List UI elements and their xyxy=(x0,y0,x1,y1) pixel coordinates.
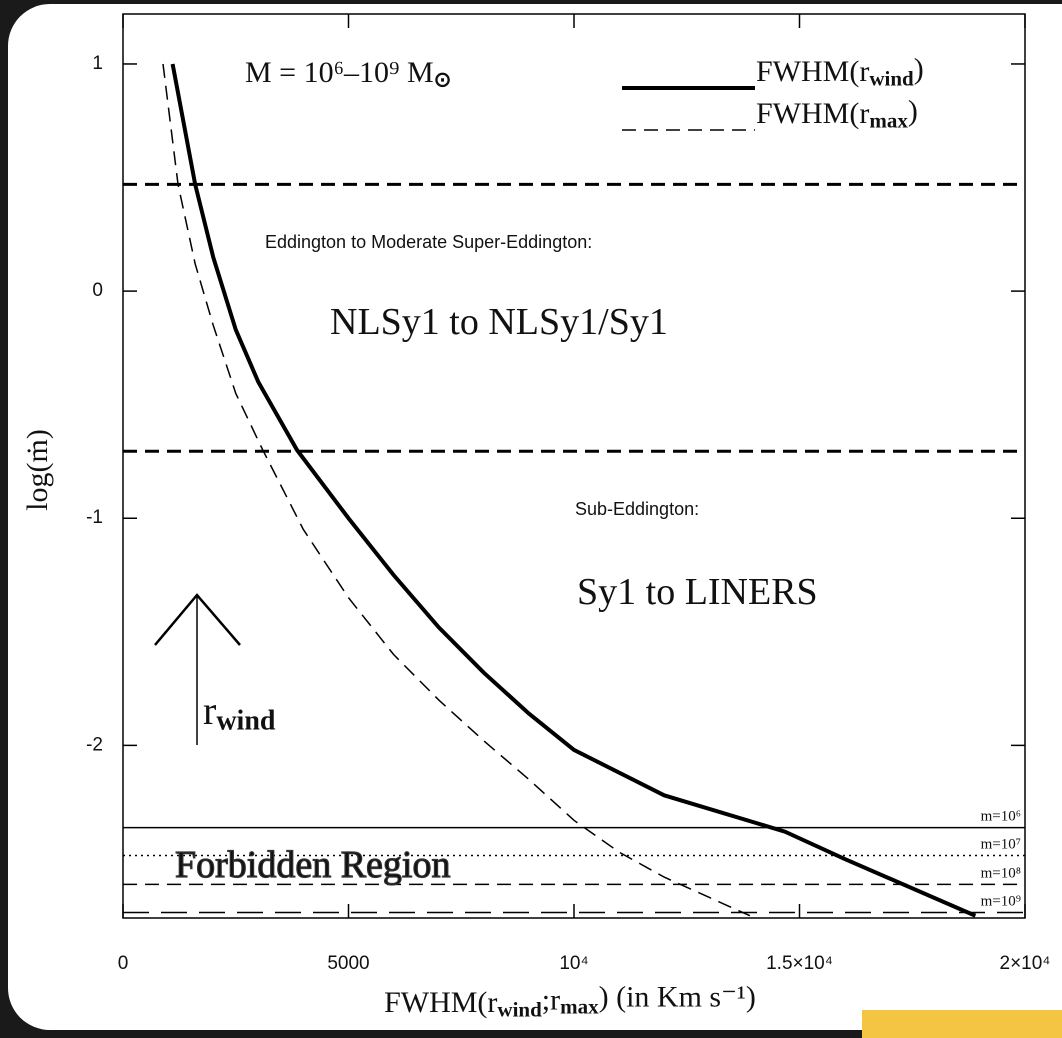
y-tick-label: 1 xyxy=(92,53,103,74)
reference-label: m=10⁸ xyxy=(981,866,1021,882)
y-tick-label: 0 xyxy=(92,280,103,301)
legend-label: FWHM(rwind​) xyxy=(756,52,924,90)
y-axis-label: log(ṁ) xyxy=(21,429,54,511)
annotation: Sy1 to LINERS xyxy=(577,571,818,613)
annotation: Sub-Eddington: xyxy=(575,499,699,519)
x-tick-label: 5000 xyxy=(327,953,369,974)
corner-tab xyxy=(862,1010,1062,1038)
annotation: NLSy1 to NLSy1/Sy1 xyxy=(330,301,668,343)
x-axis-label: FWHM(rwind​;rmax​) (in Km s⁻¹) xyxy=(384,980,756,1021)
x-tick-label: 1.5×10⁴ xyxy=(766,953,833,974)
x-tick-label: 10⁴ xyxy=(559,953,588,974)
x-tick-label: 2×10⁴ xyxy=(1000,953,1051,974)
annotation: rwind​ xyxy=(203,688,276,737)
annotation: Forbidden Region xyxy=(175,844,450,886)
reference-label: m=10⁷ xyxy=(981,837,1021,853)
reference-label: m=10⁶ xyxy=(981,809,1021,825)
series-line xyxy=(170,63,977,918)
panel xyxy=(8,4,1062,1030)
legend-label: FWHM(rmax​) xyxy=(756,94,918,132)
y-tick-label: -1 xyxy=(86,507,103,528)
arrow-head xyxy=(154,593,241,646)
annotation: Eddington to Moderate Super-Eddington: xyxy=(265,232,592,252)
x-tick-label: 0 xyxy=(118,953,129,974)
annotation: M = 10⁶–10⁹ M⊙​ xyxy=(245,56,451,91)
reference-label: m=10⁹ xyxy=(981,894,1021,910)
y-tick-label: -2 xyxy=(86,734,103,755)
